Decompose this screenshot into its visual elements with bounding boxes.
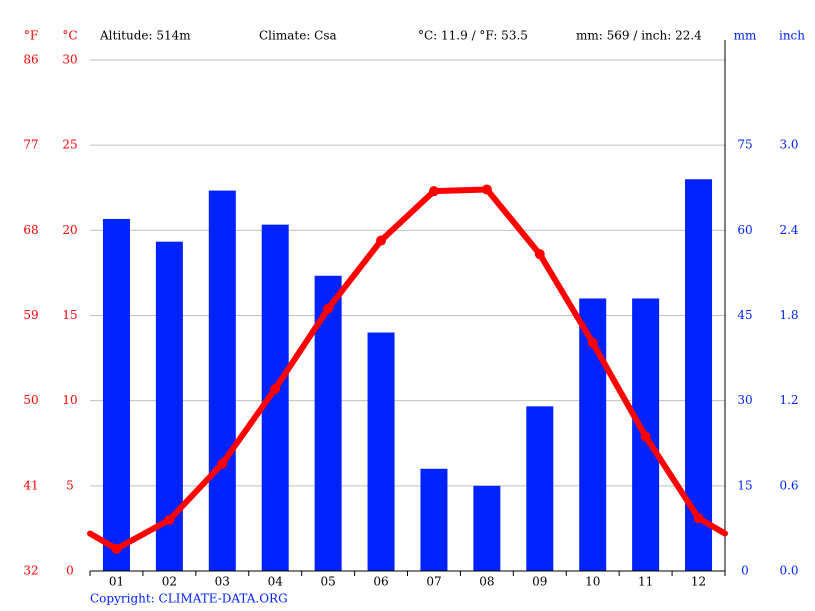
point [111, 543, 122, 554]
bar [208, 190, 236, 572]
y-tick-label-f: 32 [23, 564, 38, 578]
line-wrap [87, 530, 120, 552]
point [693, 513, 704, 524]
x-tick-label: 09 [532, 575, 547, 589]
x-tick-label: 05 [320, 575, 335, 589]
y-tick-label-f: 50 [23, 393, 38, 407]
bar [102, 218, 130, 571]
x-tick-label: 12 [691, 575, 706, 589]
line-wrap [695, 515, 728, 537]
y-tick-label: 10 [62, 393, 77, 407]
bar [367, 332, 395, 571]
y-tick-label-f: 86 [23, 53, 38, 67]
point [323, 303, 334, 314]
unit-label: inch [779, 29, 805, 43]
y2-tick-label: 45 [737, 308, 752, 322]
point [481, 184, 492, 195]
temp-summary: °C: 11.9 / °F: 53.5 [418, 29, 528, 43]
precip-summary: mm: 569 / inch: 22.4 [576, 29, 702, 43]
y-tick-label-f: 68 [23, 223, 38, 237]
point [376, 235, 387, 246]
y-tick-label: 5 [66, 478, 74, 492]
x-tick-label: 02 [162, 575, 177, 589]
y2-tick-label: 60 [737, 223, 752, 237]
y3-tick-label: 0.0 [779, 564, 798, 578]
y3-tick-label: 1.2 [779, 393, 798, 407]
y-tick-label: 15 [62, 308, 77, 322]
y3-tick-label: 2.4 [779, 223, 798, 237]
bar [685, 179, 713, 571]
x-tick-label: 11 [638, 575, 653, 589]
point [587, 337, 598, 348]
temperature-line [115, 186, 702, 552]
y3-tick-label: 0.6 [779, 478, 798, 492]
bar [473, 485, 501, 571]
y-tick-label-f: 77 [23, 138, 38, 152]
x-tick-label: 08 [479, 575, 494, 589]
y3-tick-label: 1.8 [779, 308, 798, 322]
climate: Climate: Csa [259, 29, 337, 43]
y-tick-label-f: 41 [23, 478, 38, 492]
x-tick-label: 10 [585, 575, 600, 589]
x-tick-label: 06 [373, 575, 388, 589]
point [164, 514, 175, 525]
bar [420, 468, 448, 571]
copyright: Copyright: CLIMATE-DATA.ORG [90, 592, 288, 606]
y2-tick-label: 0 [741, 564, 749, 578]
point [428, 186, 439, 197]
bar [526, 406, 554, 571]
y-tick-label-f: 59 [23, 308, 38, 322]
x-tick-label: 03 [215, 575, 230, 589]
y-tick-label: 25 [62, 138, 77, 152]
unit-label: mm [734, 29, 757, 43]
x-tick-label: 01 [109, 575, 124, 589]
point [534, 249, 545, 260]
y-tick-label: 30 [62, 53, 77, 67]
unit-label: °C [62, 29, 77, 43]
point [270, 383, 281, 394]
y2-tick-label: 30 [737, 393, 752, 407]
altitude: Altitude: 514m [99, 29, 191, 43]
point [217, 458, 228, 469]
y-tick-label: 20 [62, 223, 77, 237]
x-tick-label: 04 [268, 575, 284, 589]
y-tick-label: 0 [66, 564, 74, 578]
unit-label: °F [24, 29, 38, 43]
y3-tick-label: 3.0 [779, 138, 798, 152]
point [640, 431, 651, 442]
x-tick-label: 07 [426, 575, 441, 589]
y2-tick-label: 75 [737, 138, 752, 152]
y2-tick-label: 15 [737, 478, 752, 492]
